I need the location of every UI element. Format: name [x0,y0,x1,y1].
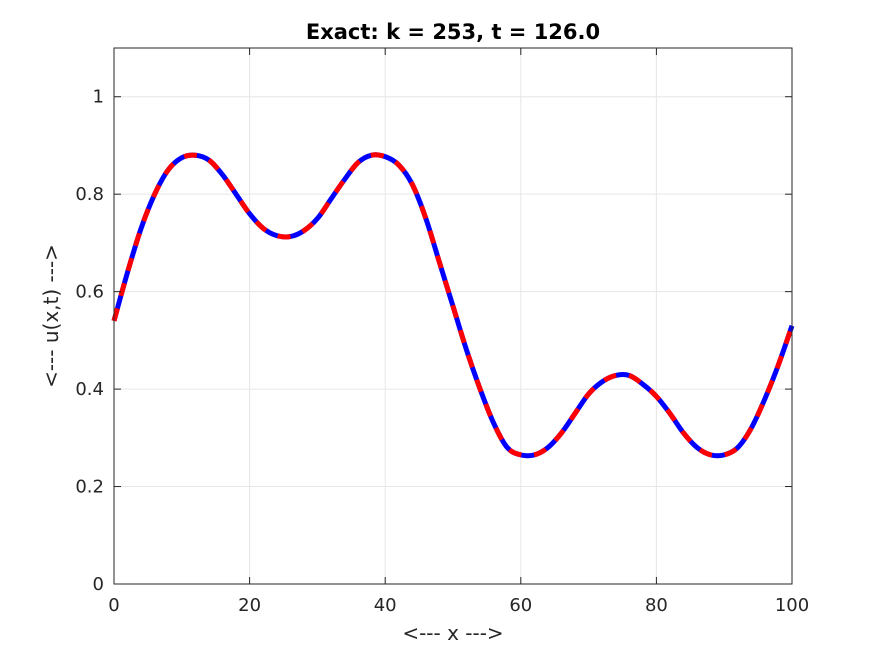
x-tick-label: 0 [108,595,119,616]
series-line-red [111,152,795,459]
y-tick-label: 1 [93,87,104,108]
x-tick-label: 20 [238,595,261,616]
chart-title: Exact: k = 253, t = 126.0 [306,20,600,44]
x-axis-label: <--- x ---> [402,621,503,645]
grid [113,48,793,585]
y-tick-label: 0.6 [75,282,104,303]
y-axis-label: <--- u(x,t) ---> [39,244,63,388]
y-tick-label: 0.4 [75,379,104,400]
y-tick-label: 0.2 [75,477,104,498]
y-tick-label: 0 [93,574,104,595]
y-tick-label: 0.8 [75,184,104,205]
x-tick-label: 80 [645,595,668,616]
x-tick-label: 40 [374,595,397,616]
ticks: 0 20 40 60 80 100 0 0.2 0.4 0.6 0.8 1 [75,48,809,616]
x-tick-label: 60 [509,595,532,616]
axes-box [113,47,793,585]
series-line-blue [111,152,795,459]
x-tick-label: 100 [775,595,809,616]
series-layer [111,152,795,459]
